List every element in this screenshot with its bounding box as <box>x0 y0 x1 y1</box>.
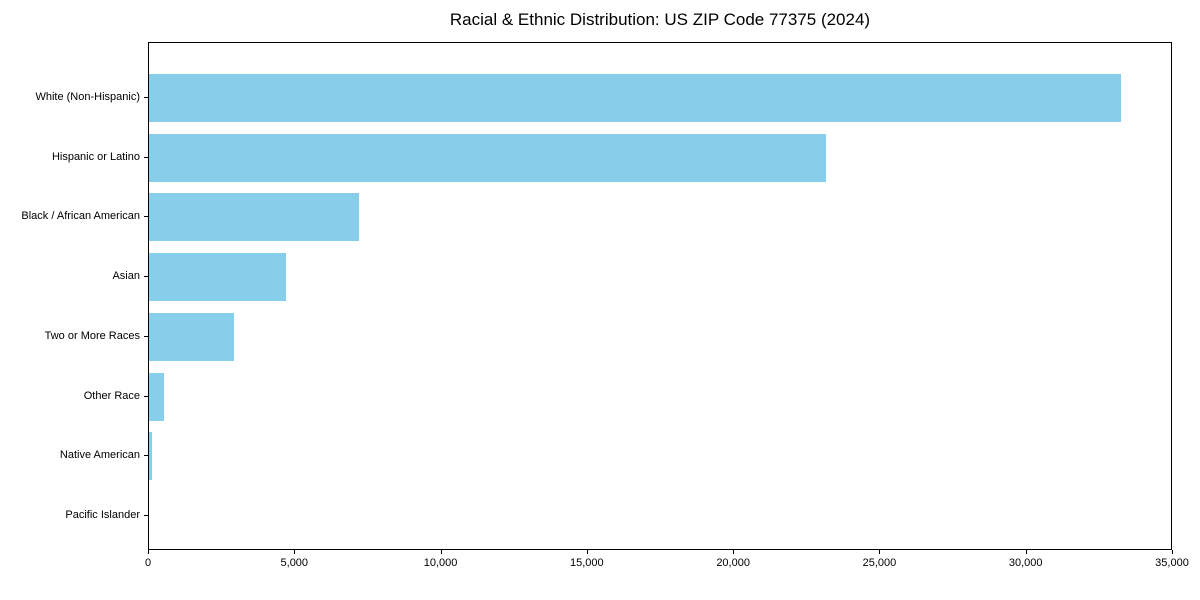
y-axis-tick <box>144 156 148 158</box>
x-axis-tick <box>294 550 296 554</box>
y-axis-tick <box>144 395 148 397</box>
x-axis-tick <box>879 550 881 554</box>
x-axis-tick-label: 15,000 <box>570 557 604 569</box>
y-axis-tick <box>144 335 148 337</box>
y-axis-label-pacific-islander: Pacific Islander <box>65 508 140 521</box>
bar-native-american <box>149 432 152 481</box>
x-axis-tick <box>1172 550 1173 554</box>
x-axis-tick-label: 5,000 <box>280 557 309 569</box>
y-axis-tick <box>144 276 148 278</box>
chart-title: Racial & Ethnic Distribution: US ZIP Cod… <box>449 10 871 29</box>
y-axis-tick <box>144 455 148 457</box>
x-axis-tick-label: 30,000 <box>1008 557 1043 569</box>
x-axis-tick <box>1025 550 1027 554</box>
y-axis-tick <box>144 97 148 98</box>
x-axis-tick-label: 0 <box>144 557 152 569</box>
bar-other-race <box>149 372 165 421</box>
x-axis-tick <box>440 550 442 554</box>
x-axis-tick <box>733 550 735 554</box>
y-axis-tick <box>144 216 148 218</box>
bar-asian <box>149 253 287 302</box>
y-axis-label-native-american: Native American <box>59 449 140 462</box>
bar-two-or-more-races <box>149 312 234 361</box>
x-axis-tick <box>148 550 149 554</box>
y-axis-label-hispanic-or-latino: Hispanic or Latino <box>51 150 140 163</box>
x-axis-tick-label: 25,000 <box>862 557 897 569</box>
bar-hispanic-or-latino <box>149 133 827 182</box>
y-axis-label-two-or-more-races: Two or More Races <box>44 329 140 342</box>
y-axis-label-asian: Asian <box>112 270 140 283</box>
plot-area <box>148 42 1172 550</box>
y-axis-tick <box>144 514 148 516</box>
y-axis-label-white-non-hispanic: White (Non-Hispanic) <box>35 91 140 103</box>
bar-black-african-american <box>149 193 360 242</box>
bar-white-non-hispanic <box>149 74 1122 122</box>
x-axis-tick <box>586 550 588 554</box>
x-axis-tick-label: 35,000 <box>1155 557 1189 569</box>
y-axis-label-other-race: Other Race <box>83 389 140 402</box>
x-axis-tick-label: 10,000 <box>423 557 458 569</box>
x-axis-tick-label: 20,000 <box>716 557 750 569</box>
y-axis-label-black-african-american: Black / African American <box>21 210 140 223</box>
